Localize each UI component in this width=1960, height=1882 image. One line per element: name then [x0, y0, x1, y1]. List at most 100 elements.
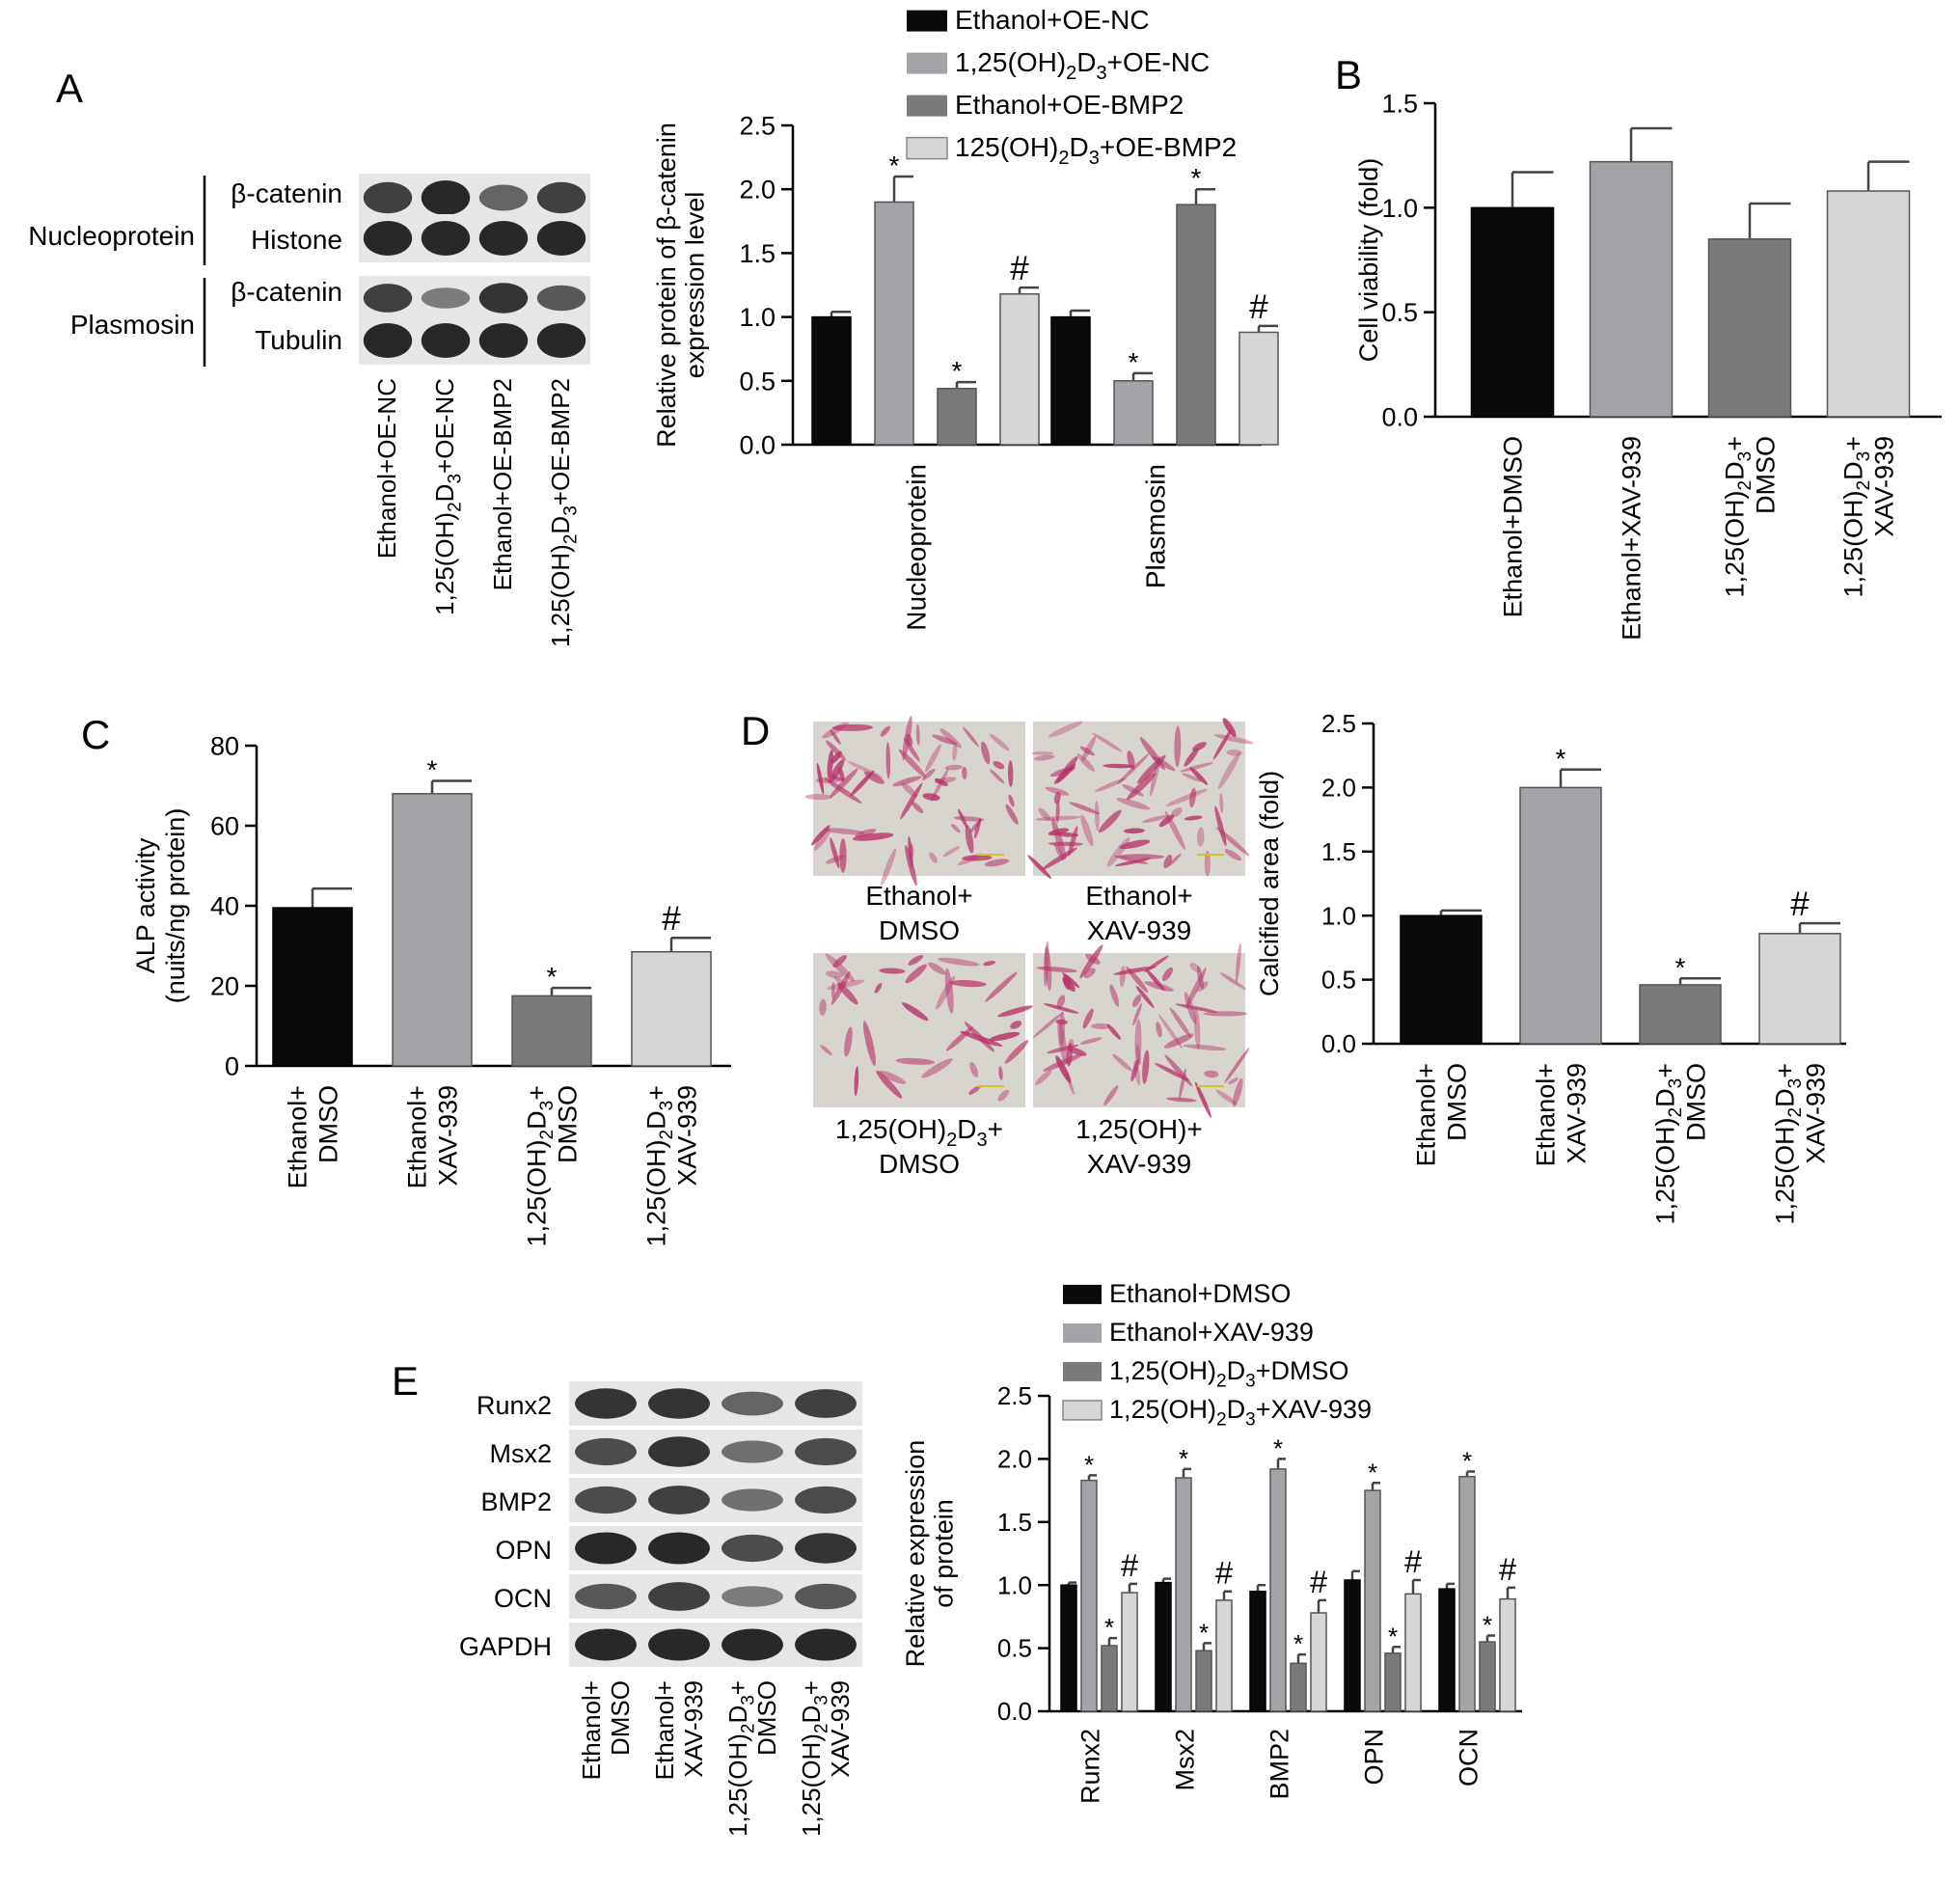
y-tick-label: 0.5	[997, 1634, 1032, 1663]
stained-cell	[1165, 788, 1208, 806]
label-segment: Ethanol+XAV-939	[1109, 1318, 1314, 1347]
label-segment: D	[1227, 1356, 1246, 1385]
x-category-label: XAV-939	[433, 1085, 462, 1186]
significance-star: *	[1129, 347, 1139, 377]
subscript: 2	[560, 534, 581, 545]
stained-cell	[811, 825, 830, 846]
blot-band	[648, 1486, 710, 1514]
subscript: 2	[1666, 1107, 1686, 1118]
label-segment: D	[1720, 461, 1749, 480]
bar-chart-E: 0.0 0.5 1.0 1.5 2.0 2.5 Relative expressionof …	[901, 1279, 1522, 1804]
x-category-label: XAV-939	[1869, 436, 1898, 537]
bar	[1310, 1612, 1327, 1712]
label-segment: XAV-939	[826, 1680, 855, 1778]
stained-cell	[1226, 749, 1242, 756]
stained-cell	[1055, 1055, 1072, 1083]
label-segment: 1,25(OH)	[1770, 1117, 1799, 1224]
y-tick-label: 0.0	[739, 430, 776, 459]
stained-cell	[1132, 1002, 1142, 1026]
y-tick-label: 2.5	[739, 111, 776, 140]
subscript: 2	[946, 1130, 957, 1151]
label-segment: 1,25(OH)	[1650, 1117, 1679, 1224]
stained-cell	[1214, 805, 1227, 847]
x-category-label: 1,25(OH)2D3+	[1720, 436, 1756, 597]
bar	[1639, 984, 1722, 1045]
label-segment: D	[1770, 1088, 1799, 1107]
y-tick-label: 1.0	[1321, 901, 1356, 930]
significance-star: *	[1556, 744, 1566, 774]
stained-cell	[1083, 968, 1096, 979]
bar	[937, 387, 977, 446]
micrograph-caption: XAV-939	[1087, 915, 1191, 945]
stained-cell	[1184, 815, 1203, 821]
bar	[1176, 204, 1216, 446]
legend-label: Ethanol+OE-NC	[955, 5, 1150, 35]
blot-band	[421, 287, 471, 309]
label-segment: XAV-939	[1562, 1063, 1591, 1164]
blot-band	[363, 221, 413, 256]
blot-band	[721, 1440, 783, 1463]
x-category-label: DMSO	[1751, 436, 1780, 514]
bar	[811, 315, 852, 446]
blot-band	[536, 285, 586, 312]
legend-swatch	[906, 136, 948, 160]
significance-star: *	[547, 962, 558, 992]
stained-cell	[830, 774, 844, 781]
stained-cell	[1150, 755, 1160, 797]
y-tick-label: 1.5	[1381, 89, 1418, 118]
stained-cell	[998, 1066, 1003, 1080]
panel-letter-D: D	[741, 708, 770, 753]
stained-cell	[885, 742, 891, 779]
significance-star: *	[889, 150, 900, 180]
blot-band	[575, 1486, 637, 1514]
x-category-label: Ethanol+XAV-939	[1617, 436, 1646, 641]
blot-band	[795, 1437, 857, 1466]
y-tick-label: 0.5	[1381, 298, 1418, 327]
bar	[1589, 160, 1674, 418]
stained-cell	[921, 768, 936, 780]
stained-cell	[1098, 809, 1122, 833]
stained-cell	[997, 1089, 1010, 1102]
stained-cell	[1218, 751, 1240, 789]
stained-cell	[1170, 807, 1183, 818]
label-segment: Ethanol+DMSO	[1498, 436, 1527, 617]
significance-star: *	[1084, 1450, 1094, 1479]
stained-cell	[1222, 718, 1237, 738]
blot-band	[648, 1582, 710, 1611]
stained-cell	[1167, 853, 1182, 867]
legend-label: Ethanol+XAV-939	[1109, 1318, 1314, 1347]
label-segment: +	[1720, 436, 1749, 451]
micrograph-caption: Ethanol+	[865, 881, 972, 911]
subscript: 3	[537, 1101, 558, 1111]
stained-cell	[922, 793, 940, 802]
stained-cell	[1142, 1050, 1150, 1084]
significance-hash: #	[662, 900, 681, 938]
stained-cell	[931, 768, 949, 802]
stained-cell	[981, 741, 991, 765]
label-segment: Ethanol+XAV-939	[1617, 436, 1646, 641]
stained-cell	[820, 1045, 832, 1056]
stained-cell	[1135, 1044, 1141, 1066]
blot-band	[575, 1583, 637, 1610]
y-tick-label: 0.0	[1381, 402, 1418, 431]
stained-cell	[824, 828, 865, 835]
stained-cell	[909, 843, 914, 859]
label-segment: DMSO	[553, 1085, 582, 1163]
blot-row-label: GAPDH	[459, 1632, 552, 1661]
stained-cell	[1134, 1019, 1142, 1064]
legend-swatch	[907, 95, 947, 117]
bar	[631, 950, 712, 1067]
x-category-label: 1,25(OH)2D3+	[522, 1085, 558, 1246]
stained-cell	[1119, 839, 1151, 850]
bar	[1155, 1581, 1172, 1712]
y-tick-label: 1.5	[739, 239, 776, 268]
label-segment: Ethanol+	[283, 1085, 312, 1188]
significance-hash: #	[1790, 886, 1810, 923]
significance-star: *	[1199, 1618, 1209, 1647]
blot-band	[536, 181, 586, 214]
bar	[1249, 1590, 1266, 1712]
stained-cell	[921, 1058, 953, 1078]
significance-star: *	[1293, 1629, 1303, 1658]
subscript: 3	[1854, 451, 1874, 462]
bar	[1175, 1477, 1192, 1712]
